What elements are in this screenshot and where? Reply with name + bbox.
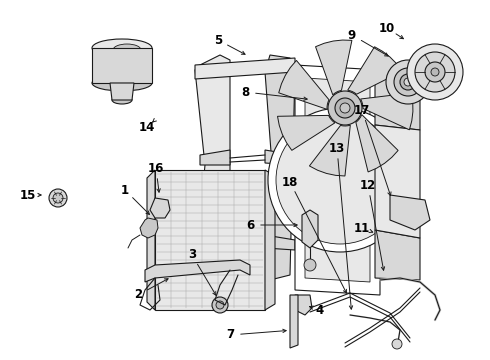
Polygon shape xyxy=(375,230,420,280)
Text: 12: 12 xyxy=(360,179,376,192)
Text: 1: 1 xyxy=(121,184,129,197)
Polygon shape xyxy=(375,125,420,238)
Polygon shape xyxy=(295,295,312,315)
Circle shape xyxy=(386,60,430,104)
Ellipse shape xyxy=(112,96,132,104)
Circle shape xyxy=(425,62,445,82)
Polygon shape xyxy=(200,150,230,165)
Circle shape xyxy=(49,189,67,207)
Ellipse shape xyxy=(92,39,152,57)
Polygon shape xyxy=(265,170,275,310)
Polygon shape xyxy=(265,55,295,280)
Circle shape xyxy=(340,103,350,113)
Polygon shape xyxy=(195,55,230,285)
Circle shape xyxy=(328,91,362,125)
Polygon shape xyxy=(277,115,335,150)
Text: 2: 2 xyxy=(134,288,142,302)
Polygon shape xyxy=(147,170,155,310)
Polygon shape xyxy=(279,60,329,109)
Polygon shape xyxy=(110,83,134,100)
Polygon shape xyxy=(309,125,350,176)
Text: 16: 16 xyxy=(148,162,164,175)
Circle shape xyxy=(216,301,224,309)
Circle shape xyxy=(404,78,412,86)
Text: 15: 15 xyxy=(20,189,36,202)
Text: 13: 13 xyxy=(329,141,345,154)
Circle shape xyxy=(415,52,455,92)
Text: 6: 6 xyxy=(246,219,254,231)
Text: 18: 18 xyxy=(282,176,298,189)
Polygon shape xyxy=(375,75,420,130)
Polygon shape xyxy=(92,48,152,83)
Circle shape xyxy=(212,297,228,313)
Text: 14: 14 xyxy=(139,121,155,134)
Circle shape xyxy=(276,116,404,244)
Circle shape xyxy=(400,74,416,90)
Circle shape xyxy=(335,98,355,118)
Text: 8: 8 xyxy=(241,86,249,99)
Circle shape xyxy=(407,44,463,100)
Polygon shape xyxy=(265,150,295,165)
Polygon shape xyxy=(295,65,380,295)
Polygon shape xyxy=(265,235,295,250)
Text: 7: 7 xyxy=(226,328,234,342)
Text: 3: 3 xyxy=(188,248,196,261)
Polygon shape xyxy=(302,210,318,248)
Text: 4: 4 xyxy=(316,303,324,316)
Polygon shape xyxy=(200,235,230,250)
Polygon shape xyxy=(316,40,352,95)
Circle shape xyxy=(268,108,412,252)
Text: 11: 11 xyxy=(354,221,370,234)
Polygon shape xyxy=(150,198,170,218)
Polygon shape xyxy=(195,58,295,79)
Circle shape xyxy=(304,259,316,271)
Polygon shape xyxy=(356,114,398,172)
Text: 9: 9 xyxy=(348,28,356,41)
Ellipse shape xyxy=(92,75,152,91)
Polygon shape xyxy=(390,195,430,230)
Polygon shape xyxy=(290,295,298,348)
Polygon shape xyxy=(361,93,413,130)
Polygon shape xyxy=(140,218,158,238)
Polygon shape xyxy=(155,170,265,310)
Circle shape xyxy=(392,339,402,349)
Polygon shape xyxy=(145,260,250,282)
Polygon shape xyxy=(305,78,370,282)
Text: 10: 10 xyxy=(379,22,395,35)
Circle shape xyxy=(53,193,63,203)
Text: 5: 5 xyxy=(214,33,222,46)
Polygon shape xyxy=(348,47,402,94)
Ellipse shape xyxy=(113,44,141,56)
Circle shape xyxy=(431,68,439,76)
Circle shape xyxy=(394,68,422,96)
Text: 17: 17 xyxy=(354,104,370,117)
